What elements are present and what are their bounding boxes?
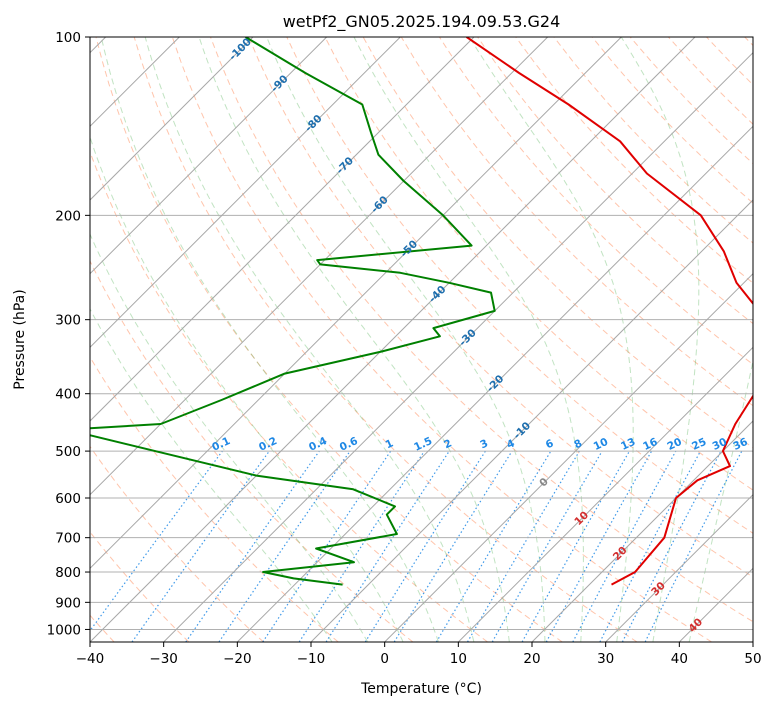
x-tick-label: 0 (380, 651, 389, 667)
x-axis-title: Temperature (°C) (360, 681, 482, 697)
y-tick-label: 300 (55, 313, 81, 329)
x-tick-label: −30 (149, 651, 178, 667)
y-tick-label: 1000 (47, 622, 81, 638)
x-tick-label: −20 (223, 651, 252, 667)
x-tick-label: −40 (76, 651, 105, 667)
x-tick-label: 30 (597, 651, 614, 667)
x-tick-label: 50 (744, 651, 761, 667)
y-tick-label: 700 (55, 531, 81, 547)
y-tick-label: 200 (55, 208, 81, 224)
x-tick-label: 20 (523, 651, 540, 667)
y-tick-label: 900 (55, 595, 81, 611)
y-axis-title: Pressure (hPa) (12, 289, 28, 389)
x-tick-label: 40 (671, 651, 688, 667)
x-tick-label: 10 (450, 651, 467, 667)
y-tick-label: 800 (55, 565, 81, 581)
y-tick-label: 500 (55, 444, 81, 460)
y-tick-label: 100 (55, 30, 81, 46)
y-tick-label: 600 (55, 491, 81, 507)
x-tick-label: −10 (297, 651, 326, 667)
y-tick-label: 400 (55, 387, 81, 403)
chart-title: wetPf2_GN05.2025.194.09.53.G24 (283, 12, 561, 32)
